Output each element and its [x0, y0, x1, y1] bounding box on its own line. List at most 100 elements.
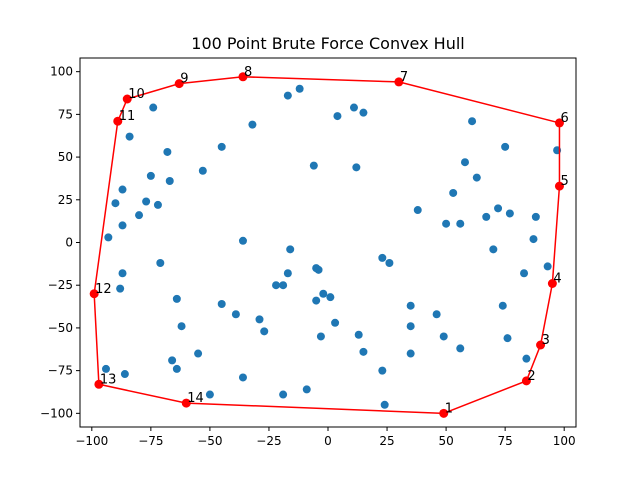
- x-tick-label: 0: [324, 434, 332, 448]
- x-axis: −100 −75 −50 −25 0 25 50 75 100: [75, 427, 576, 448]
- scatter-point: [295, 84, 304, 93]
- scatter-point: [349, 103, 358, 112]
- hull-vertex: [174, 79, 184, 89]
- y-tick-label: 75: [58, 107, 73, 121]
- scatter-point: [359, 108, 368, 117]
- scatter-point: [255, 315, 264, 324]
- scatter-point: [333, 112, 342, 121]
- scatter-point: [238, 373, 247, 382]
- scatter-point: [198, 166, 207, 175]
- scatter-point: [439, 332, 448, 341]
- scatter-point: [432, 310, 441, 319]
- scatter-point: [149, 103, 158, 112]
- scatter-point: [316, 332, 325, 341]
- hull-vertex-label: 3: [542, 333, 550, 348]
- scatter-point: [153, 200, 162, 209]
- hull-vertex: [122, 94, 132, 104]
- scatter-point: [165, 177, 174, 185]
- scatter-point: [380, 400, 389, 409]
- scatter-point: [238, 236, 247, 245]
- scatter-point: [468, 117, 477, 126]
- scatter-point: [359, 347, 368, 356]
- scatter-point: [283, 91, 292, 100]
- x-tick-label: 50: [438, 434, 453, 448]
- x-tick-label: −50: [197, 434, 222, 448]
- y-tick-label: 25: [58, 193, 73, 207]
- hull-vertex: [113, 116, 123, 126]
- scatter-point: [529, 235, 538, 244]
- scatter-point: [460, 158, 469, 167]
- scatter-point: [505, 209, 514, 218]
- scatter-point: [494, 204, 503, 213]
- scatter-point: [319, 289, 328, 298]
- scatter-point: [111, 199, 120, 208]
- hull-vertex-label: 6: [560, 111, 568, 126]
- scatter-point: [522, 354, 531, 363]
- plot-frame: [79, 57, 577, 428]
- x-tick-label: −25: [256, 434, 281, 448]
- scatter-point: [260, 327, 269, 336]
- hull-vertex: [181, 398, 191, 408]
- hull-vertex: [94, 379, 104, 389]
- scatter-point: [531, 212, 540, 221]
- hull-vertex: [439, 408, 449, 418]
- y-tick-label: −75: [48, 364, 73, 378]
- hull-vertex-label: 14: [187, 391, 204, 406]
- scatter-point: [501, 142, 510, 151]
- hull-vertex: [521, 376, 531, 386]
- scatter-point: [286, 245, 295, 254]
- hull-vertex-label: 2: [527, 369, 535, 384]
- scatter-point: [456, 219, 465, 228]
- hull-vertex: [238, 72, 248, 82]
- hull-vertex-label: 13: [100, 372, 117, 387]
- scatter-point: [279, 281, 288, 290]
- scatter-point: [302, 385, 311, 394]
- scatter-point: [231, 310, 240, 319]
- scatter-point: [312, 296, 321, 305]
- scatter-point: [104, 233, 113, 242]
- scatter-point: [156, 259, 165, 267]
- hull-vertex-label: 11: [119, 109, 136, 124]
- y-tick-label: −100: [40, 406, 73, 420]
- hull-vertex-label: 7: [400, 70, 408, 85]
- scatter-point: [194, 349, 203, 358]
- scatter-point: [309, 161, 318, 170]
- scatter-point: [248, 120, 257, 129]
- hull-vertex: [554, 118, 564, 128]
- x-tick-label: −75: [138, 434, 163, 448]
- scatter-point: [442, 219, 451, 228]
- scatter-point: [489, 245, 498, 254]
- scatter-point: [472, 173, 481, 182]
- scatter-point: [172, 364, 181, 373]
- hull-vertex-label: 9: [180, 72, 188, 87]
- x-tick-label: 100: [553, 434, 576, 448]
- x-tick-label: 25: [379, 434, 394, 448]
- scatter-point: [326, 293, 335, 302]
- scatter-point: [116, 284, 125, 293]
- scatter-point: [272, 281, 281, 290]
- hull-vertex-label: 12: [95, 282, 112, 297]
- scatter-point: [406, 322, 415, 331]
- y-tick-label: 50: [58, 150, 73, 164]
- scatter-series: [101, 84, 562, 409]
- chart-title: 100 Point Brute Force Convex Hull: [191, 34, 464, 53]
- scatter-point: [406, 301, 415, 310]
- scatter-point: [498, 301, 507, 310]
- hull-vertex-label: 8: [244, 65, 252, 80]
- hull-vertex: [536, 340, 546, 350]
- scatter-point: [125, 132, 134, 141]
- hull-vertex: [89, 289, 99, 299]
- y-tick-label: 100: [50, 65, 73, 79]
- scatter-point: [385, 259, 394, 267]
- y-axis: −100 −75 −50 −25 0 25 50 75 100: [40, 65, 80, 420]
- hull-vertex-label: 1: [445, 401, 453, 416]
- scatter-point: [142, 197, 151, 206]
- scatter-point: [118, 269, 127, 278]
- hull-vertex: [554, 181, 564, 191]
- scatter-point: [543, 262, 552, 271]
- scatter-point: [205, 390, 214, 399]
- scatter-point: [378, 253, 387, 262]
- scatter-point: [314, 265, 323, 274]
